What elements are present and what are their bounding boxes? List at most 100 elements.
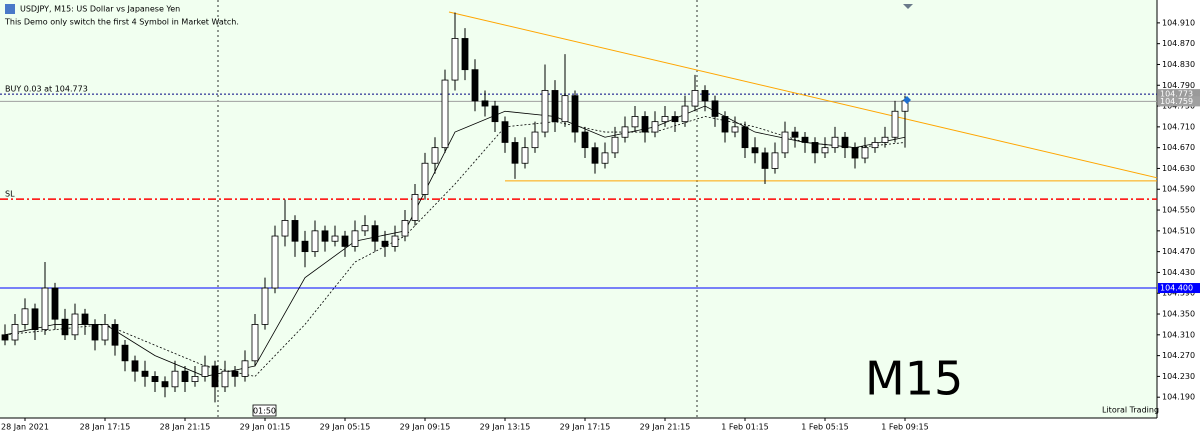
y-tick-label: 104.190 <box>1162 393 1195 402</box>
candle-body <box>21 308 29 325</box>
y-tick-label: 104.670 <box>1162 143 1195 152</box>
candle-body <box>421 162 429 195</box>
x-tick-label: 29 Jan 01:15 <box>240 423 291 432</box>
y-tick-label: 104.270 <box>1162 351 1195 360</box>
candle-body <box>601 152 609 164</box>
candle-body <box>101 324 109 341</box>
x-tick-label: 29 Jan 05:15 <box>320 423 371 432</box>
y-tick-label: 104.350 <box>1162 310 1195 319</box>
candle-body <box>591 147 599 164</box>
y-tick-label: 104.550 <box>1162 206 1195 215</box>
time-axis <box>0 418 1200 434</box>
candle-body <box>91 324 99 341</box>
candle-body <box>341 235 349 247</box>
candle-body <box>191 376 199 383</box>
candle-body <box>691 90 699 107</box>
candle-body <box>141 370 149 377</box>
candle-body <box>511 142 519 164</box>
candle-body <box>611 136 619 154</box>
y-tick-label: 104.390 <box>1162 289 1195 298</box>
x-tick-label: 29 Jan 17:15 <box>560 423 611 432</box>
candle-body <box>831 136 839 149</box>
candle-body <box>331 235 339 242</box>
y-tick-label: 104.830 <box>1162 60 1195 69</box>
candle-body <box>791 131 799 138</box>
level-tag-label: 104.759 <box>1160 97 1193 106</box>
candle-body <box>221 370 229 388</box>
candle-body <box>441 79 449 149</box>
level-tag-label: 104.773 <box>1160 90 1193 99</box>
candle-body <box>681 105 689 123</box>
candle-body <box>181 370 189 383</box>
candle-body <box>621 126 629 138</box>
candle-body <box>701 90 709 102</box>
y-tick-label: 104.630 <box>1162 164 1195 173</box>
price-axis <box>1157 0 1200 434</box>
symbol-icon <box>5 4 15 14</box>
candle-body <box>251 324 259 362</box>
candle-body <box>81 313 89 325</box>
candle-body <box>801 136 809 143</box>
y-tick-label: 104.710 <box>1162 122 1195 131</box>
x-tick-label: 28 Jan 21:15 <box>160 423 211 432</box>
x-tick-label: 29 Jan 09:15 <box>400 423 451 432</box>
x-tick-label: 1 Feb 05:15 <box>801 423 848 432</box>
trendline <box>448 11 1158 179</box>
x-tick-label: 1 Feb 01:15 <box>721 423 768 432</box>
candle-body <box>1 334 9 341</box>
candle-body <box>521 147 529 164</box>
y-tick-label: 104.430 <box>1162 268 1195 277</box>
candle-body <box>471 69 479 102</box>
candle-body <box>211 365 219 388</box>
candle-body <box>311 230 319 253</box>
candle-body <box>761 152 769 169</box>
candle-body <box>641 116 649 133</box>
plot-background <box>0 0 1157 418</box>
x-tick-label: 29 Jan 13:15 <box>480 423 531 432</box>
y-tick-label: 104.590 <box>1162 185 1195 194</box>
candle-body <box>431 147 439 164</box>
candle-body <box>841 136 849 149</box>
candle-body <box>661 116 669 123</box>
candle-body <box>381 240 389 247</box>
candle-body <box>811 142 819 154</box>
candle-body <box>491 105 499 123</box>
candle-body <box>271 235 279 289</box>
candle-body <box>501 121 509 143</box>
level-tag <box>1158 283 1200 294</box>
moving-average <box>4 116 906 377</box>
y-tick-label: 104.510 <box>1162 226 1195 235</box>
candle-body <box>351 230 359 247</box>
level-tag <box>1158 89 1200 100</box>
candle-body <box>301 240 309 253</box>
x-tick-label: 28 Jan 2021 <box>1 423 49 432</box>
candle-body <box>571 95 579 133</box>
candle-body <box>371 225 379 242</box>
y-tick-label: 104.790 <box>1162 81 1195 90</box>
watermark: M15 <box>865 352 963 406</box>
candle-body <box>401 220 409 237</box>
candle-body <box>551 90 559 123</box>
candle-body <box>881 136 889 143</box>
candle-body <box>291 220 299 242</box>
candle-body <box>671 116 679 123</box>
candle-body <box>111 324 119 346</box>
x-tick-label: 1 Feb 09:15 <box>881 423 928 432</box>
candle-body <box>481 100 489 107</box>
candle-body <box>281 220 289 237</box>
chart-subtitle: This Demo only switch the first 4 Symbol… <box>4 18 239 27</box>
candle-body <box>11 324 19 341</box>
time-marker: 01:50 <box>253 407 276 416</box>
scroll-marker <box>903 4 913 9</box>
x-tick-label: 29 Jan 21:15 <box>640 423 691 432</box>
level-tag <box>1158 96 1200 107</box>
candle-body <box>411 194 419 221</box>
candle-body <box>241 360 249 377</box>
y-tick-label: 104.230 <box>1162 372 1195 381</box>
level-tag-label: 104.400 <box>1160 284 1193 293</box>
level-text: BUY 0.03 at 104.773 <box>5 85 88 94</box>
candle-body <box>41 287 49 331</box>
candle-body <box>751 147 759 154</box>
candle-body <box>531 131 539 149</box>
